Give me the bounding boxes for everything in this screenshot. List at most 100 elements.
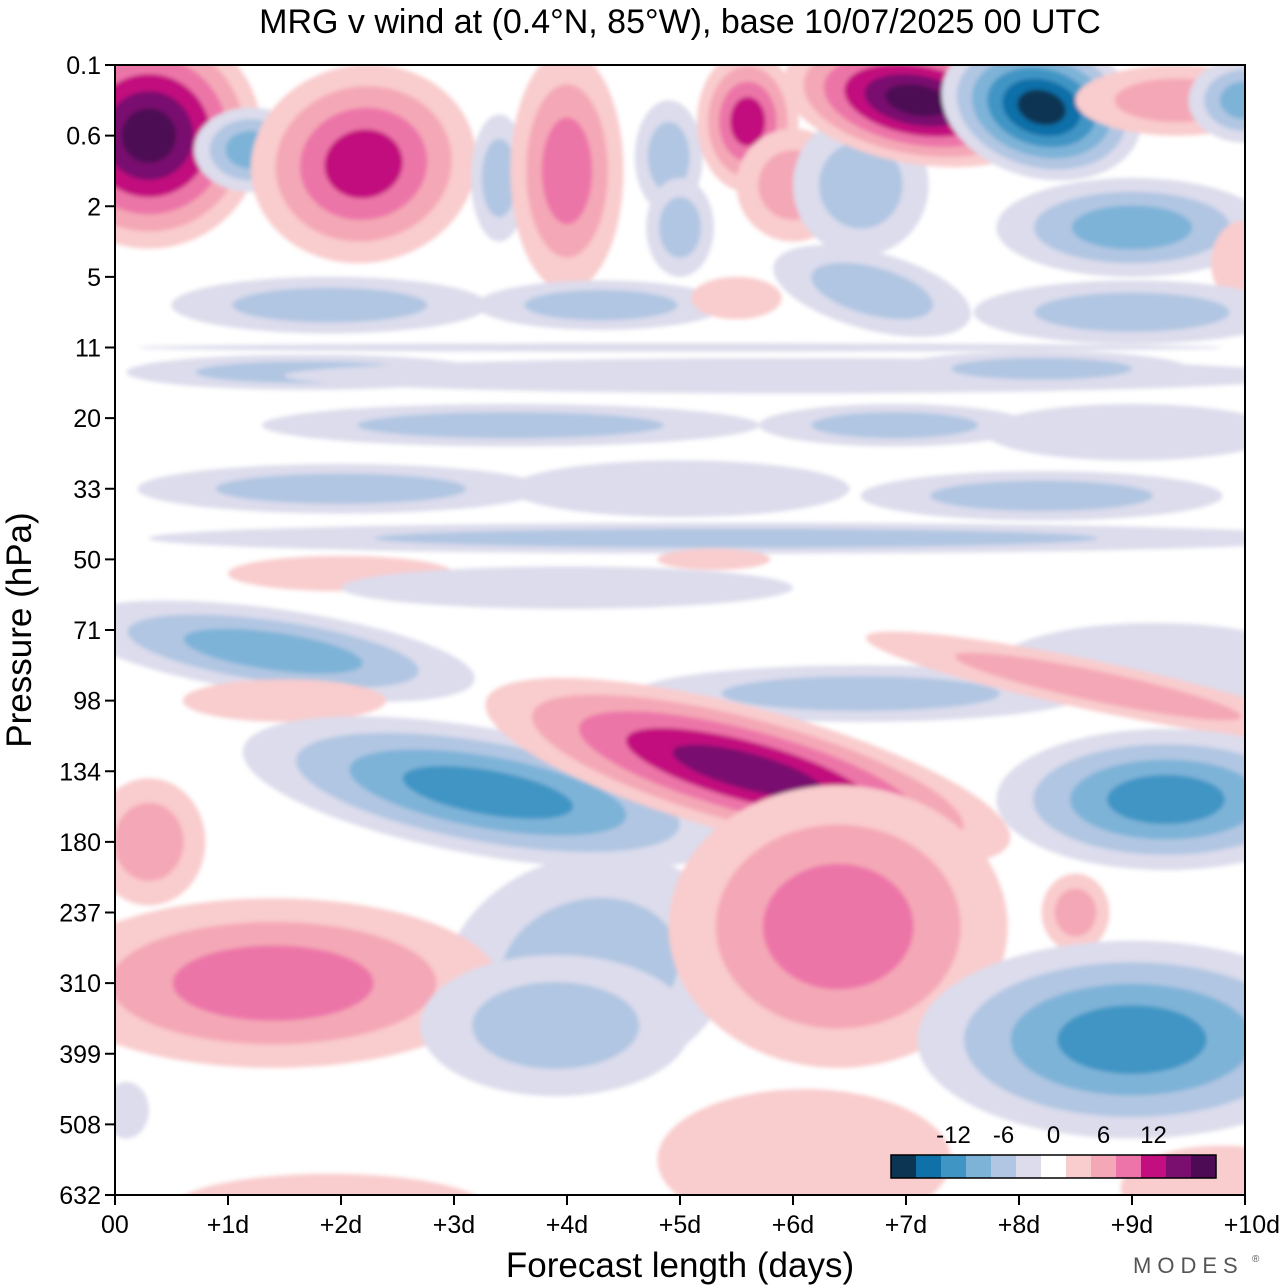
colorbar-tick-label: 12 [1140, 1122, 1167, 1149]
y-tick-label: 237 [59, 900, 101, 928]
x-axis-title: Forecast length (days) [506, 1246, 854, 1285]
colorbar-swatch [1016, 1155, 1042, 1178]
negative-contour-band [951, 357, 1132, 380]
colorbar-swatch [941, 1155, 967, 1178]
y-tick-label: 0.1 [66, 52, 101, 80]
chart-title: MRG v wind at (0.4°N, 85°W), base 10/07/… [259, 3, 1101, 41]
x-tick-label: +10d [1224, 1211, 1280, 1239]
colorbar-swatch [1116, 1155, 1142, 1178]
x-tick-label: +2d [320, 1211, 362, 1239]
negative-contour-band [481, 138, 517, 218]
negative-contour-band [811, 262, 933, 320]
x-tick-label: +3d [433, 1211, 475, 1239]
positive-contour-band [172, 945, 374, 1021]
negative-contour-band [524, 289, 678, 321]
negative-contour-band [1106, 774, 1225, 825]
brand-registered-mark: ® [1252, 1254, 1260, 1265]
colorbar-swatch [916, 1155, 942, 1178]
positive-contour-band [691, 276, 782, 320]
negative-contour-band [183, 628, 363, 674]
positive-contour-band [1054, 888, 1097, 937]
y-tick-label: 2 [87, 193, 101, 221]
colorbar-legend: -12 -6 0 6 12 [890, 1122, 1217, 1179]
x-tick-label: +5d [659, 1211, 701, 1239]
colorbar-tick-label: 6 [1097, 1122, 1110, 1149]
contour-fills [115, 65, 1245, 1195]
negative-contour-band [402, 765, 574, 819]
negative-contour-band [930, 480, 1153, 512]
colorbar-labels: -12 -6 0 6 12 [936, 1122, 1167, 1149]
y-tick-label: 508 [59, 1111, 101, 1139]
x-tick-label: +6d [772, 1211, 814, 1239]
negative-contour-band [811, 412, 979, 439]
y-axis-title: Pressure (hPa) [0, 512, 39, 747]
plot-area [115, 65, 1245, 1195]
colorbar-swatch [1191, 1155, 1217, 1178]
contour-fill-layer [115, 65, 1245, 1195]
negative-contour-band [1017, 89, 1066, 126]
y-tick-label: 5 [87, 264, 101, 292]
x-tick-label: +4d [546, 1211, 588, 1239]
negative-contour-band [1219, 81, 1245, 120]
positive-contour-band [657, 548, 771, 570]
negative-contour-band [357, 412, 664, 439]
x-tick-label: +1d [207, 1211, 249, 1239]
positive-contour-band [121, 108, 177, 164]
colorbar-swatch [1166, 1155, 1192, 1178]
colorbar-swatch [1066, 1155, 1092, 1178]
positive-contour-band [884, 84, 950, 117]
negative-contour-band [374, 528, 1099, 548]
y-tick-label: 20 [73, 405, 101, 433]
y-tick-label: 310 [59, 970, 101, 998]
modes-logo: MODES ® [1133, 1253, 1260, 1278]
y-tick-label: 134 [59, 758, 101, 786]
colorbar-swatch [966, 1155, 992, 1178]
y-tick-label: 632 [59, 1182, 101, 1210]
x-tick-label: +7d [885, 1211, 927, 1239]
positive-contour-band [762, 863, 914, 990]
positive-contour-band [541, 117, 593, 225]
negative-contour-band [472, 982, 640, 1069]
colorbar-swatch [1091, 1155, 1117, 1178]
negative-contour-band [1057, 1005, 1207, 1075]
negative-contour-band [819, 141, 903, 229]
brand-name: MODES [1133, 1253, 1244, 1278]
y-tick-label: 50 [73, 546, 101, 574]
positive-contour-band [184, 1173, 475, 1195]
negative-contour-band [985, 404, 1245, 461]
colorbar-tick-label: -12 [936, 1122, 971, 1149]
positive-contour-band [657, 1089, 952, 1195]
positive-contour-band [672, 744, 823, 798]
x-tick-label: +8d [998, 1211, 1040, 1239]
positive-contour-band [955, 652, 1241, 721]
negative-contour-band [232, 287, 428, 323]
negative-contour-band [647, 122, 690, 192]
y-axis: 0.1 0.6 2 5 11 20 33 50 71 98 134 180 237 310 399 508 63… [59, 52, 115, 1210]
positive-contour-band [115, 802, 184, 881]
y-tick-label: 0.6 [66, 123, 101, 151]
colorbar-swatch [991, 1155, 1017, 1178]
negative-contour-band [341, 566, 793, 609]
positive-contour-band [730, 96, 766, 147]
negative-contour-band [1034, 292, 1230, 332]
colorbar-frame [890, 1154, 1217, 1179]
negative-contour-band [215, 473, 467, 504]
y-tick-label: 71 [73, 617, 101, 645]
y-tick-label: 180 [59, 829, 101, 857]
colorbar-tick-label: -6 [993, 1122, 1014, 1149]
x-tick-label: +9d [1111, 1211, 1153, 1239]
x-tick-label: 00 [101, 1211, 129, 1239]
y-tick-label: 98 [73, 688, 101, 716]
colorbar-swatch [891, 1155, 917, 1178]
negative-contour-band [721, 676, 1000, 711]
negative-contour-band [659, 197, 701, 258]
negative-contour-band [1071, 205, 1193, 250]
y-tick-label: 399 [59, 1041, 101, 1069]
colorbar-swatch [1141, 1155, 1167, 1178]
negative-contour-band [510, 460, 850, 517]
negative-contour-band [115, 1082, 149, 1139]
colorbar-tick-label: 0 [1047, 1122, 1060, 1149]
y-tick-label: 33 [73, 476, 101, 504]
